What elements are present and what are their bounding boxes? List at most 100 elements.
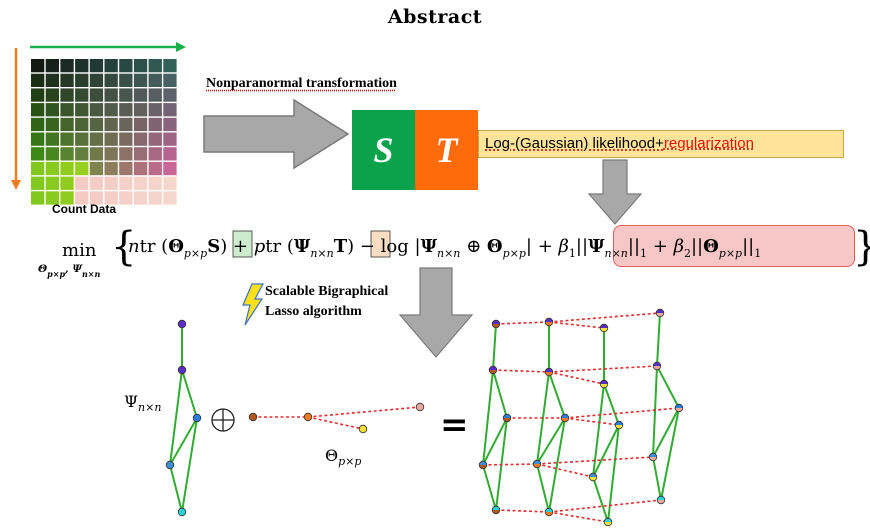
algorithm-line1: Scalable Bigraphical <box>265 284 389 299</box>
graph-edge <box>548 371 566 419</box>
graph-node <box>532 459 542 469</box>
heatmap-cell <box>75 103 89 117</box>
graph-node <box>655 308 665 318</box>
heatmap-cell <box>148 161 162 176</box>
equals-sign: = <box>440 405 469 445</box>
heatmap-cell <box>104 147 118 161</box>
heatmap-cell <box>89 191 104 205</box>
graph-node <box>560 413 570 423</box>
graph-node <box>599 379 609 389</box>
heatmap-cell <box>89 59 104 73</box>
graph-edge <box>181 369 198 419</box>
cross-edge <box>548 312 661 323</box>
t-matrix-box: T <box>415 110 478 190</box>
heatmap-cell <box>119 88 133 102</box>
heatmap-cell <box>45 117 59 132</box>
graph-edge <box>169 369 183 466</box>
graph-edge <box>169 464 183 513</box>
graph-node <box>648 452 658 462</box>
heatmap-cell <box>60 132 74 146</box>
heatmap-cell <box>104 73 118 87</box>
heatmap-cell <box>45 147 59 161</box>
heatmap-cell <box>133 161 148 176</box>
heatmap-cell <box>45 73 59 87</box>
heatmap-cell <box>119 161 133 176</box>
graph-edge <box>652 456 662 501</box>
heatmap-cell <box>75 161 89 176</box>
graph-edge <box>536 417 566 465</box>
graph-node <box>358 424 368 434</box>
heatmap-cell <box>60 103 74 117</box>
cross-edge <box>548 365 658 373</box>
heatmap-cell <box>60 88 74 102</box>
cross-edge <box>548 321 605 329</box>
heatmap-cell <box>133 147 148 161</box>
theta-label: Θp×p <box>325 446 361 468</box>
heatmap-cell <box>163 191 177 205</box>
heatmap-cell <box>104 176 118 190</box>
graph-edge <box>660 407 680 501</box>
heatmap-cell <box>89 88 104 102</box>
algorithm-label: Scalable Bigraphical Lasso algorithm <box>265 282 388 322</box>
transform-arrow-icon <box>203 98 350 170</box>
heatmap-cell <box>60 161 74 176</box>
count-data-label: Count Data <box>52 202 116 216</box>
theta-subscript: p×p <box>338 455 362 469</box>
heatmap-cell <box>104 103 118 117</box>
heatmap-cell <box>148 191 162 205</box>
heatmap-cell <box>163 147 177 161</box>
heatmap-cells <box>31 59 177 205</box>
graph-edge <box>656 312 661 367</box>
cross-edge <box>307 416 364 430</box>
graph-edge <box>592 424 620 478</box>
s-highlight <box>232 230 253 258</box>
heatmap-cell <box>75 147 89 161</box>
graph-node <box>491 319 501 329</box>
heatmap-cell <box>104 132 118 146</box>
graph-edge <box>656 365 680 409</box>
heatmap-cell <box>163 103 177 117</box>
heatmap-cell <box>119 191 133 205</box>
graph-edge <box>169 417 198 466</box>
regularization-highlight <box>613 225 855 267</box>
heatmap-cell <box>45 132 59 146</box>
heatmap-cell <box>148 176 162 190</box>
cross-edge <box>548 499 662 513</box>
heatmap-cell <box>148 103 162 117</box>
heatmap-cell <box>45 88 59 102</box>
graph-illustration <box>165 308 684 527</box>
heatmap-cell <box>163 132 177 146</box>
heatmap-cell <box>119 176 133 190</box>
heatmap-cell <box>148 147 162 161</box>
heatmap-cell <box>163 161 177 176</box>
cross-edge <box>548 511 609 523</box>
right-brace: } <box>853 224 870 270</box>
heatmap-cell <box>60 191 74 205</box>
graph-node <box>177 365 187 375</box>
heatmap-cell <box>104 117 118 132</box>
cross-edge <box>564 417 620 426</box>
graph-node <box>248 412 258 422</box>
graph-node <box>544 367 554 377</box>
graph-node <box>192 413 202 423</box>
heatmap-cell <box>31 132 45 146</box>
min-subscript: Θp×p, Ψn×n <box>38 263 100 279</box>
graph-edge <box>482 369 494 466</box>
heatmap-cell <box>148 132 162 146</box>
graph-node <box>165 460 175 470</box>
psi-symbol: Ψ <box>124 392 139 411</box>
min-operator: min <box>62 240 97 261</box>
graph-edge <box>482 417 508 466</box>
abstract-title: Abstract <box>387 6 483 28</box>
formula-body: ntr (Θp×pS) + ptr (Ψn×nT) − log |Ψn×n ⊕ … <box>128 236 761 260</box>
cross-edge <box>492 369 550 373</box>
graph-node <box>544 507 554 517</box>
heatmap-cell <box>163 176 177 190</box>
graph-node <box>599 323 609 333</box>
heatmap-cell <box>163 88 177 102</box>
heatmap-cell <box>133 191 148 205</box>
heatmap-cell <box>31 59 45 73</box>
s-matrix-box: S <box>352 110 415 190</box>
heatmap-cell <box>104 161 118 176</box>
cross-edge <box>495 509 550 513</box>
